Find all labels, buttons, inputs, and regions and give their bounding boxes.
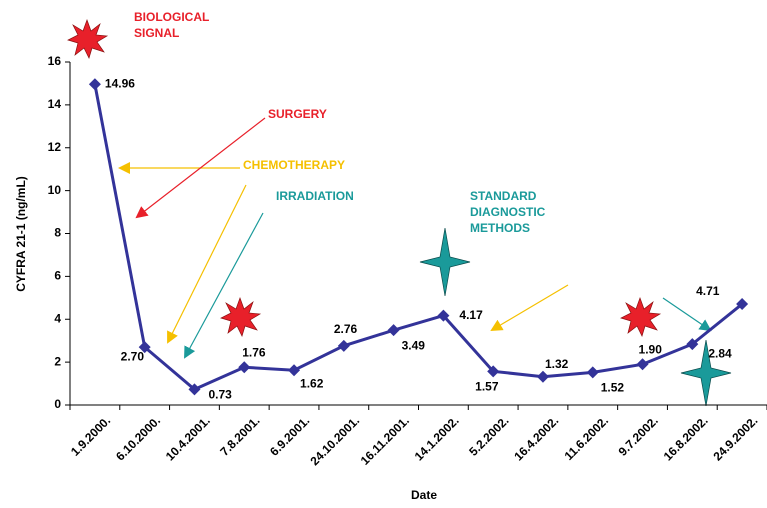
x-tick-label: 6.9.2001. (267, 413, 312, 458)
annotation: SIGNAL (134, 26, 179, 40)
arrow (662, 297, 712, 332)
data-label: 1.90 (639, 342, 663, 356)
data-label: 14.96 (105, 76, 135, 90)
point (536, 370, 549, 383)
arrow (135, 117, 266, 219)
data-label: 2.70 (121, 349, 145, 363)
x-axis-label: Date (411, 488, 437, 502)
point (88, 78, 101, 91)
x-tick-label: 10.4.2001. (163, 413, 213, 463)
annotation: IRRADIATION (276, 189, 354, 203)
y-tick-label: 12 (48, 140, 62, 154)
x-tick-label: 24.9.2002. (710, 413, 760, 463)
data-label: 4.17 (459, 308, 483, 322)
y-tick-label: 6 (54, 269, 61, 283)
arrow (490, 284, 569, 332)
x-tick-label: 7.8.2001. (217, 413, 262, 458)
x-tick-label: 5.2.2002. (466, 413, 511, 458)
point (288, 364, 301, 377)
arrow (184, 212, 264, 359)
point (437, 309, 450, 322)
x-tick-label: 14.1.2002. (412, 413, 462, 463)
y-tick-label: 0 (54, 397, 61, 411)
decorations (67, 18, 732, 407)
x-tick-label: 16.11.2001. (358, 413, 412, 467)
point (387, 324, 400, 337)
series-line (93, 84, 744, 392)
x-tick-label: 6.10.2000. (113, 413, 163, 463)
y-axis-label: CYFRA 21-1 (ng/mL) (14, 176, 28, 292)
x-tick-label: 9.7.2002. (616, 413, 661, 458)
x-tick-label: 1.9.2000. (68, 413, 113, 458)
annotation: BIOLOGICAL (134, 10, 209, 24)
point (487, 365, 500, 378)
data-label: 2.84 (708, 346, 732, 360)
y-tick-label: 10 (48, 183, 62, 197)
data-label: 1.76 (242, 345, 266, 359)
y-tick-label: 2 (54, 354, 61, 368)
annotation: STANDARD (470, 189, 537, 203)
arrow (167, 184, 247, 344)
point (238, 361, 251, 374)
x-tick-label: 11.6.2002. (562, 413, 612, 463)
burst (620, 296, 662, 337)
data-label: 4.71 (696, 284, 720, 298)
annotation: SURGERY (268, 107, 327, 121)
star (680, 339, 732, 407)
point (686, 338, 699, 351)
y-tick-label: 8 (54, 226, 61, 240)
burst (67, 18, 109, 59)
y-tick-label: 16 (48, 54, 62, 68)
star (419, 227, 471, 297)
x-tick-label: 24.10.2001. (307, 413, 362, 468)
data-label: 0.73 (208, 388, 232, 402)
y-tick-label: 14 (48, 97, 62, 111)
point (636, 358, 649, 371)
data-label: 1.52 (601, 381, 625, 395)
annotation: METHODS (470, 221, 530, 235)
point (337, 339, 350, 352)
x-tick-label: 16.8.2002. (661, 413, 711, 463)
data-label: 3.49 (402, 338, 426, 352)
data-label: 1.32 (545, 357, 569, 371)
point (736, 298, 749, 311)
annotation: DIAGNOSTIC (470, 205, 546, 219)
x-tick-label: 16.4.2002. (511, 413, 561, 463)
annotation: CHEMOTHERAPY (243, 158, 345, 172)
y-tick-label: 4 (54, 311, 61, 325)
point (138, 341, 151, 354)
point (188, 383, 201, 396)
data-label: 2.76 (334, 322, 358, 336)
burst (220, 296, 262, 337)
data-label: 1.57 (475, 380, 499, 394)
data-label: 1.62 (300, 376, 324, 390)
point (586, 366, 599, 379)
